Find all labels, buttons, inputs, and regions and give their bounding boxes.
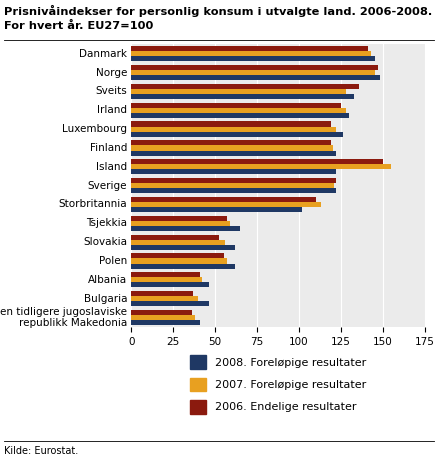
Bar [131, 258, 227, 263]
Bar [131, 296, 198, 301]
Bar [131, 202, 321, 207]
Bar [131, 277, 202, 283]
Bar [131, 46, 368, 51]
Bar [131, 291, 194, 296]
Bar [131, 315, 195, 320]
Bar [131, 310, 192, 315]
Bar [131, 170, 336, 175]
Bar [131, 245, 235, 250]
Bar [131, 197, 316, 202]
Bar [131, 108, 346, 113]
Bar [131, 75, 380, 80]
Bar [131, 89, 346, 94]
Bar [131, 132, 343, 137]
Bar [131, 150, 336, 156]
Bar [131, 84, 360, 89]
Legend: 2008. Foreløpige resultater, 2007. Foreløpige resultater, 2006. Endelige resulta: 2008. Foreløpige resultater, 2007. Forel… [190, 355, 367, 413]
Bar [131, 272, 200, 277]
Bar [131, 320, 200, 325]
Bar [131, 140, 331, 145]
Bar [131, 283, 208, 288]
Bar [131, 164, 391, 170]
Bar [131, 127, 336, 132]
Bar [131, 188, 336, 193]
Bar [131, 103, 341, 108]
Bar [131, 113, 350, 118]
Bar [131, 226, 240, 231]
Bar [131, 51, 371, 57]
Text: Kilde: Eurostat.: Kilde: Eurostat. [4, 446, 79, 456]
Bar [131, 145, 332, 150]
Bar [131, 94, 354, 99]
Bar [131, 70, 374, 75]
Bar [131, 263, 235, 269]
Bar [131, 253, 224, 258]
Bar [131, 121, 331, 127]
Bar [131, 301, 208, 306]
Bar [131, 183, 334, 188]
Bar [131, 216, 227, 221]
Text: For hvert år. EU27=100: For hvert år. EU27=100 [4, 21, 154, 31]
Bar [131, 240, 225, 245]
Bar [131, 57, 374, 62]
Bar [131, 221, 230, 226]
Bar [131, 65, 378, 70]
Bar [131, 178, 336, 183]
Bar [131, 234, 219, 240]
Text: Prisnivåindekser for personlig konsum i utvalgte land. 2006-2008.: Prisnivåindekser for personlig konsum i … [4, 5, 433, 17]
Bar [131, 159, 383, 164]
Bar [131, 207, 303, 212]
